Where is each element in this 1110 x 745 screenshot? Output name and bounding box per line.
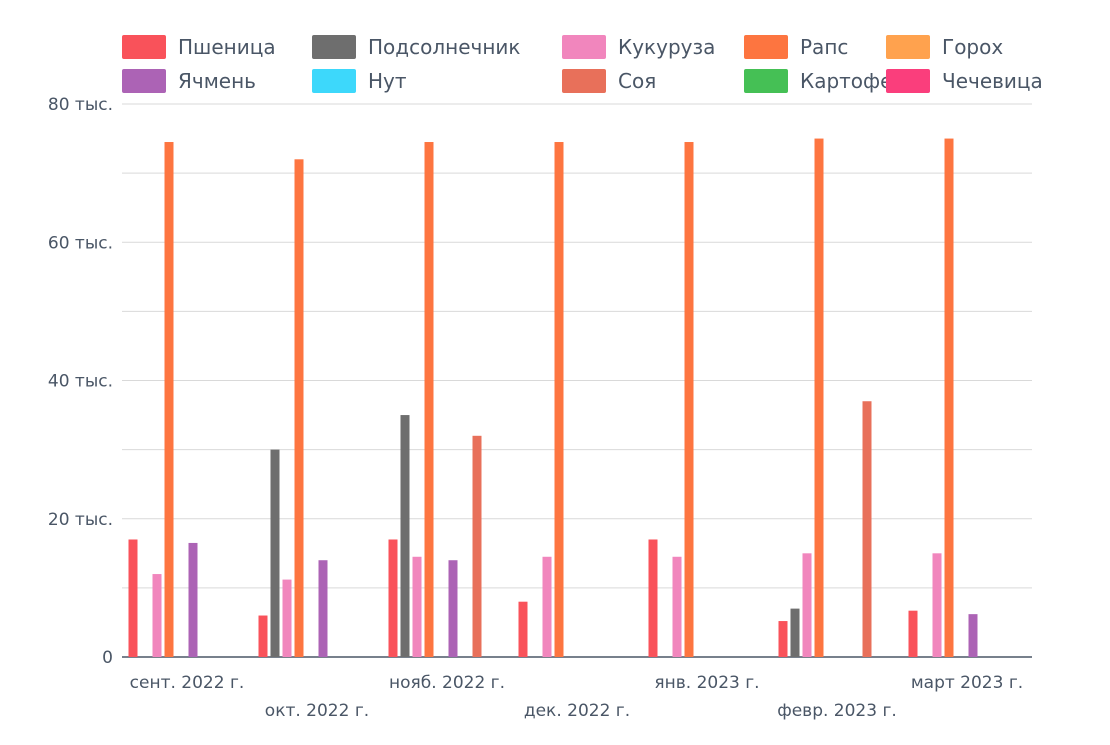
bar <box>814 138 824 657</box>
legend-item[interactable]: Ячмень <box>122 68 256 94</box>
legend-item[interactable]: Горох <box>886 34 1003 60</box>
x-tick-label: нояб. 2022 г. <box>389 673 505 693</box>
x-tick-label: сент. 2022 г. <box>130 673 245 693</box>
bar <box>648 539 658 657</box>
legend-swatch <box>562 35 606 59</box>
legend-item[interactable]: Подсолнечник <box>312 34 520 60</box>
legend-label: Нут <box>368 69 407 93</box>
legend-swatch <box>744 69 788 93</box>
bar <box>424 142 434 658</box>
bar <box>164 142 174 658</box>
bar <box>294 159 304 658</box>
legend-item[interactable]: Нут <box>312 68 407 94</box>
legend-swatch <box>312 69 356 93</box>
x-tick-label: март 2023 г. <box>911 673 1023 693</box>
legend-item[interactable]: Кукуруза <box>562 34 715 60</box>
x-tick-label: окт. 2022 г. <box>265 701 369 721</box>
bar <box>258 615 268 657</box>
bar <box>400 415 410 657</box>
legend-label: Рапс <box>800 35 849 59</box>
bar <box>944 138 954 657</box>
bar <box>862 401 872 657</box>
legend-label: Соя <box>618 69 657 93</box>
bar <box>388 539 398 657</box>
legend-label: Ячмень <box>178 69 256 93</box>
bar <box>672 556 682 657</box>
legend-label: Кукуруза <box>618 35 716 59</box>
bar <box>684 142 694 658</box>
legend-swatch <box>122 35 166 59</box>
legend-item[interactable]: Пшеница <box>122 34 276 60</box>
bar <box>778 621 788 657</box>
x-tick-label: дек. 2022 г. <box>524 701 630 721</box>
bar <box>802 553 812 657</box>
legend-swatch <box>886 69 930 93</box>
bar <box>908 610 918 657</box>
legend-item[interactable]: Соя <box>562 68 656 94</box>
legend-swatch <box>744 35 788 59</box>
legend-label: Чечевица <box>942 69 1043 93</box>
y-tick-label: 0 <box>102 648 113 668</box>
bar <box>932 553 942 657</box>
legend-item[interactable]: Чечевица <box>886 68 1043 94</box>
bar <box>448 560 458 657</box>
legend-item[interactable]: Рапс <box>744 34 848 60</box>
y-tick-label: 80 тыс. <box>48 95 113 115</box>
bar <box>472 435 482 657</box>
bar <box>790 608 800 657</box>
bar <box>518 601 528 657</box>
legend-label: Горох <box>942 35 1004 59</box>
bar <box>188 542 198 657</box>
bar <box>542 556 552 657</box>
legend-swatch <box>886 35 930 59</box>
legend-label: Пшеница <box>178 35 276 59</box>
bar <box>554 142 564 658</box>
bar <box>270 449 280 657</box>
bar <box>282 579 292 657</box>
y-tick-label: 40 тыс. <box>48 372 113 392</box>
legend-swatch <box>312 35 356 59</box>
y-tick-label: 20 тыс. <box>48 510 113 530</box>
y-tick-label: 60 тыс. <box>48 233 113 253</box>
bar <box>152 574 162 657</box>
x-tick-label: февр. 2023 г. <box>777 701 897 721</box>
legend-swatch <box>562 69 606 93</box>
x-tick-label: янв. 2023 г. <box>654 673 759 693</box>
legend-label: Подсолнечник <box>368 35 521 59</box>
bar <box>318 560 328 657</box>
legend-swatch <box>122 69 166 93</box>
bar <box>412 556 422 657</box>
legend-item[interactable]: Картофель <box>744 68 917 94</box>
bar <box>968 614 978 657</box>
bar <box>128 539 138 657</box>
